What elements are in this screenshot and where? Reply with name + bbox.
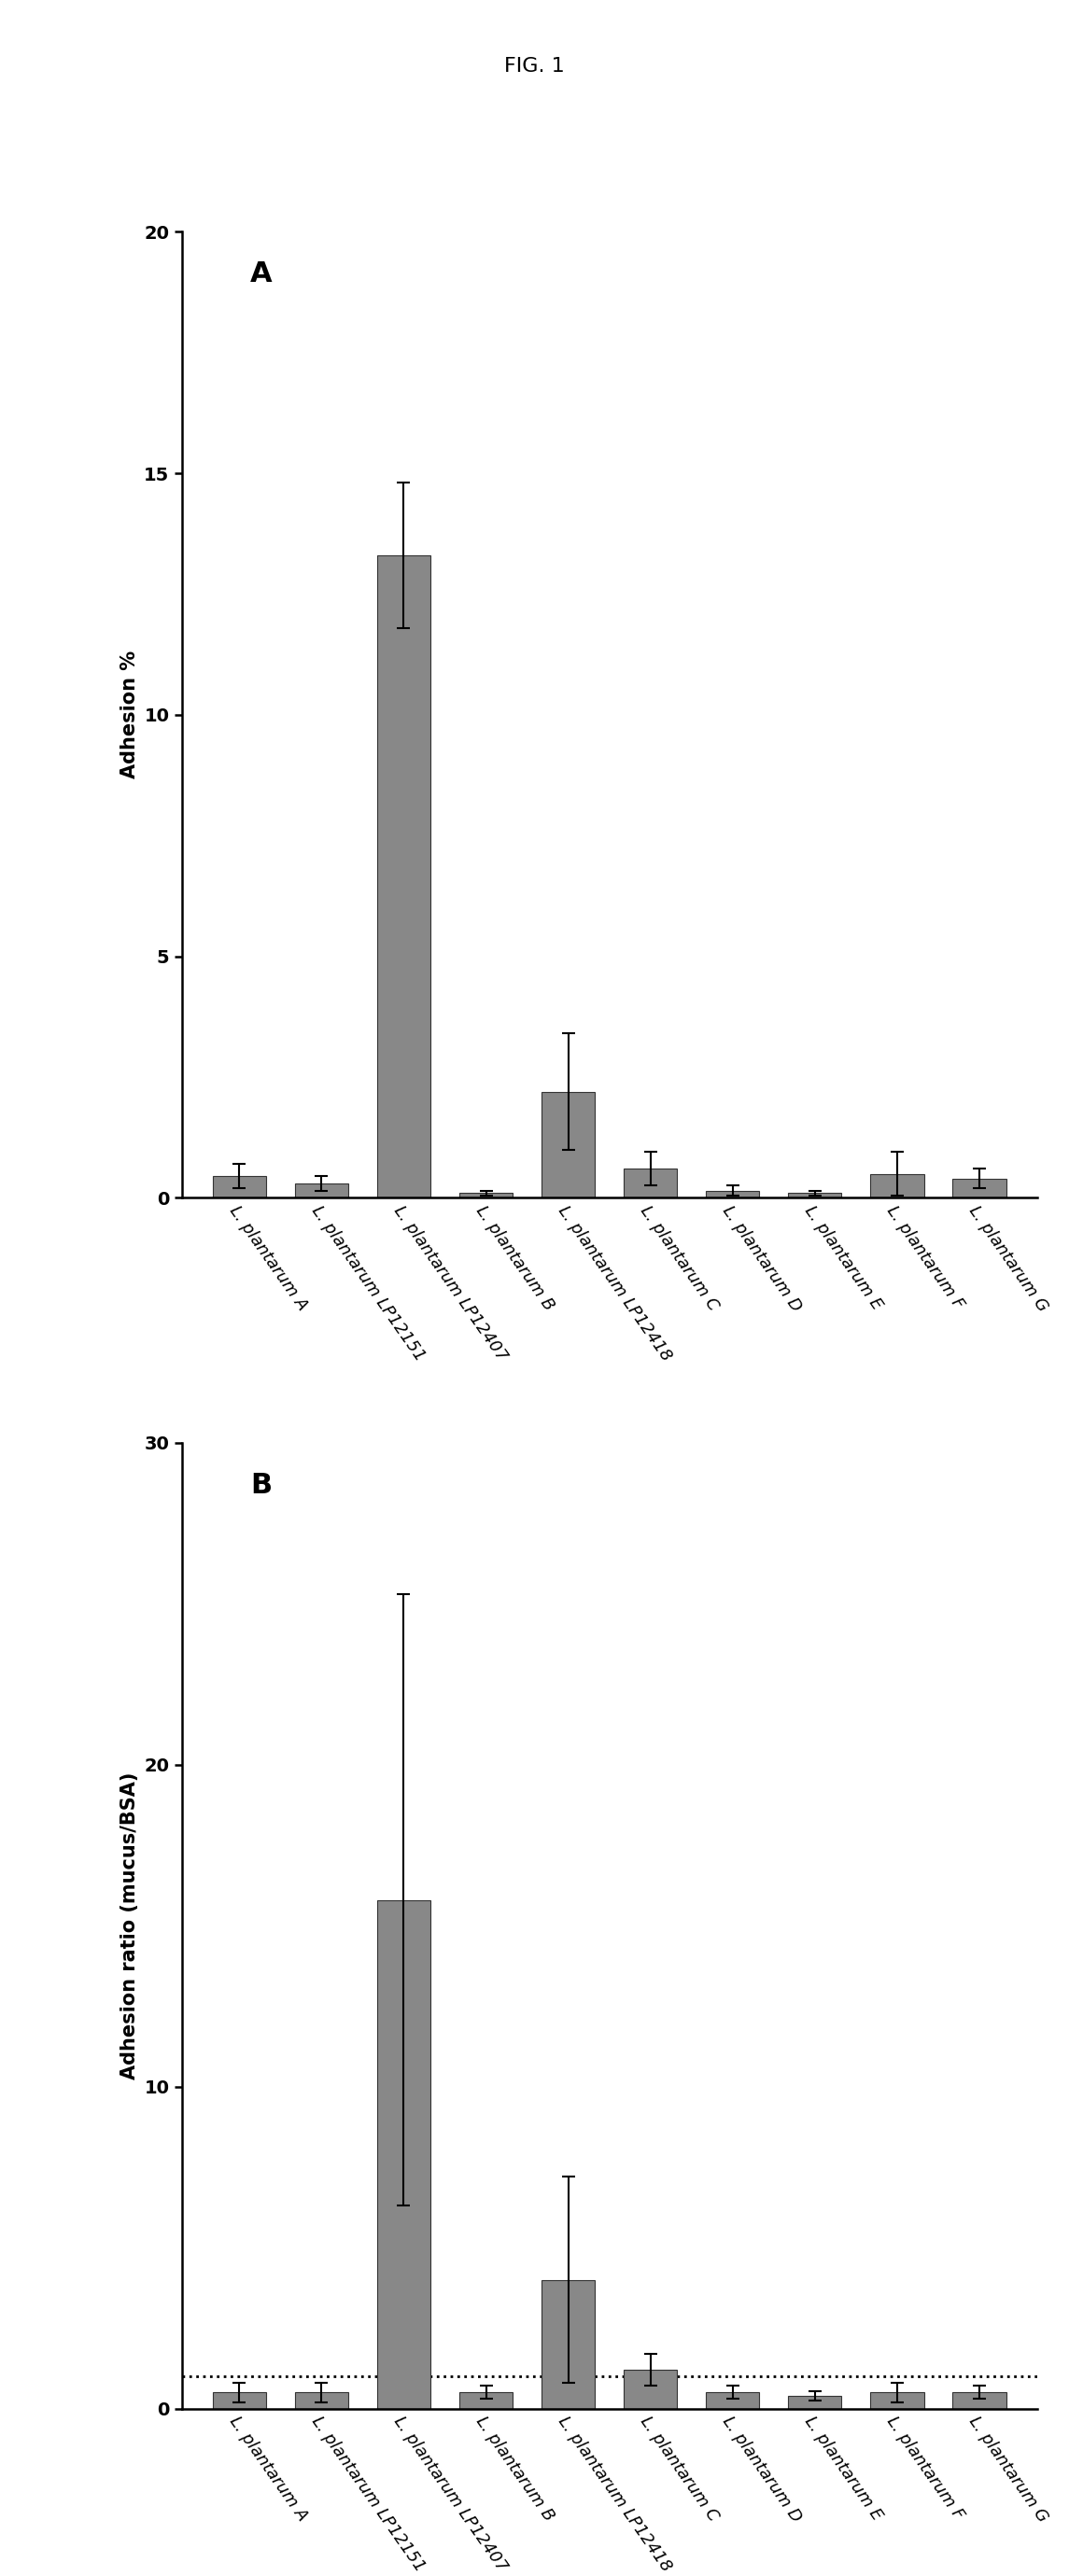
Y-axis label: Adhesion ratio (mucus/BSA): Adhesion ratio (mucus/BSA): [121, 1772, 139, 2079]
Y-axis label: Adhesion %: Adhesion %: [120, 652, 139, 778]
Bar: [460, 2393, 513, 2409]
Bar: [623, 2370, 677, 2409]
Bar: [542, 1092, 595, 1198]
Bar: [952, 2393, 1006, 2409]
Bar: [377, 556, 431, 1198]
Bar: [706, 2393, 759, 2409]
Text: A: A: [250, 260, 273, 289]
Bar: [788, 1193, 841, 1198]
Bar: [295, 2393, 348, 2409]
Bar: [623, 1170, 677, 1198]
Bar: [460, 1193, 513, 1198]
Bar: [706, 1190, 759, 1198]
Bar: [213, 1177, 266, 1198]
Bar: [377, 1901, 431, 2409]
Bar: [870, 1175, 924, 1198]
Bar: [788, 2396, 841, 2409]
Bar: [952, 1177, 1006, 1198]
Text: B: B: [250, 1471, 272, 1499]
Bar: [213, 2393, 266, 2409]
Bar: [295, 1182, 348, 1198]
Bar: [870, 2393, 924, 2409]
Bar: [542, 2280, 595, 2409]
Text: FIG. 1: FIG. 1: [505, 57, 564, 75]
